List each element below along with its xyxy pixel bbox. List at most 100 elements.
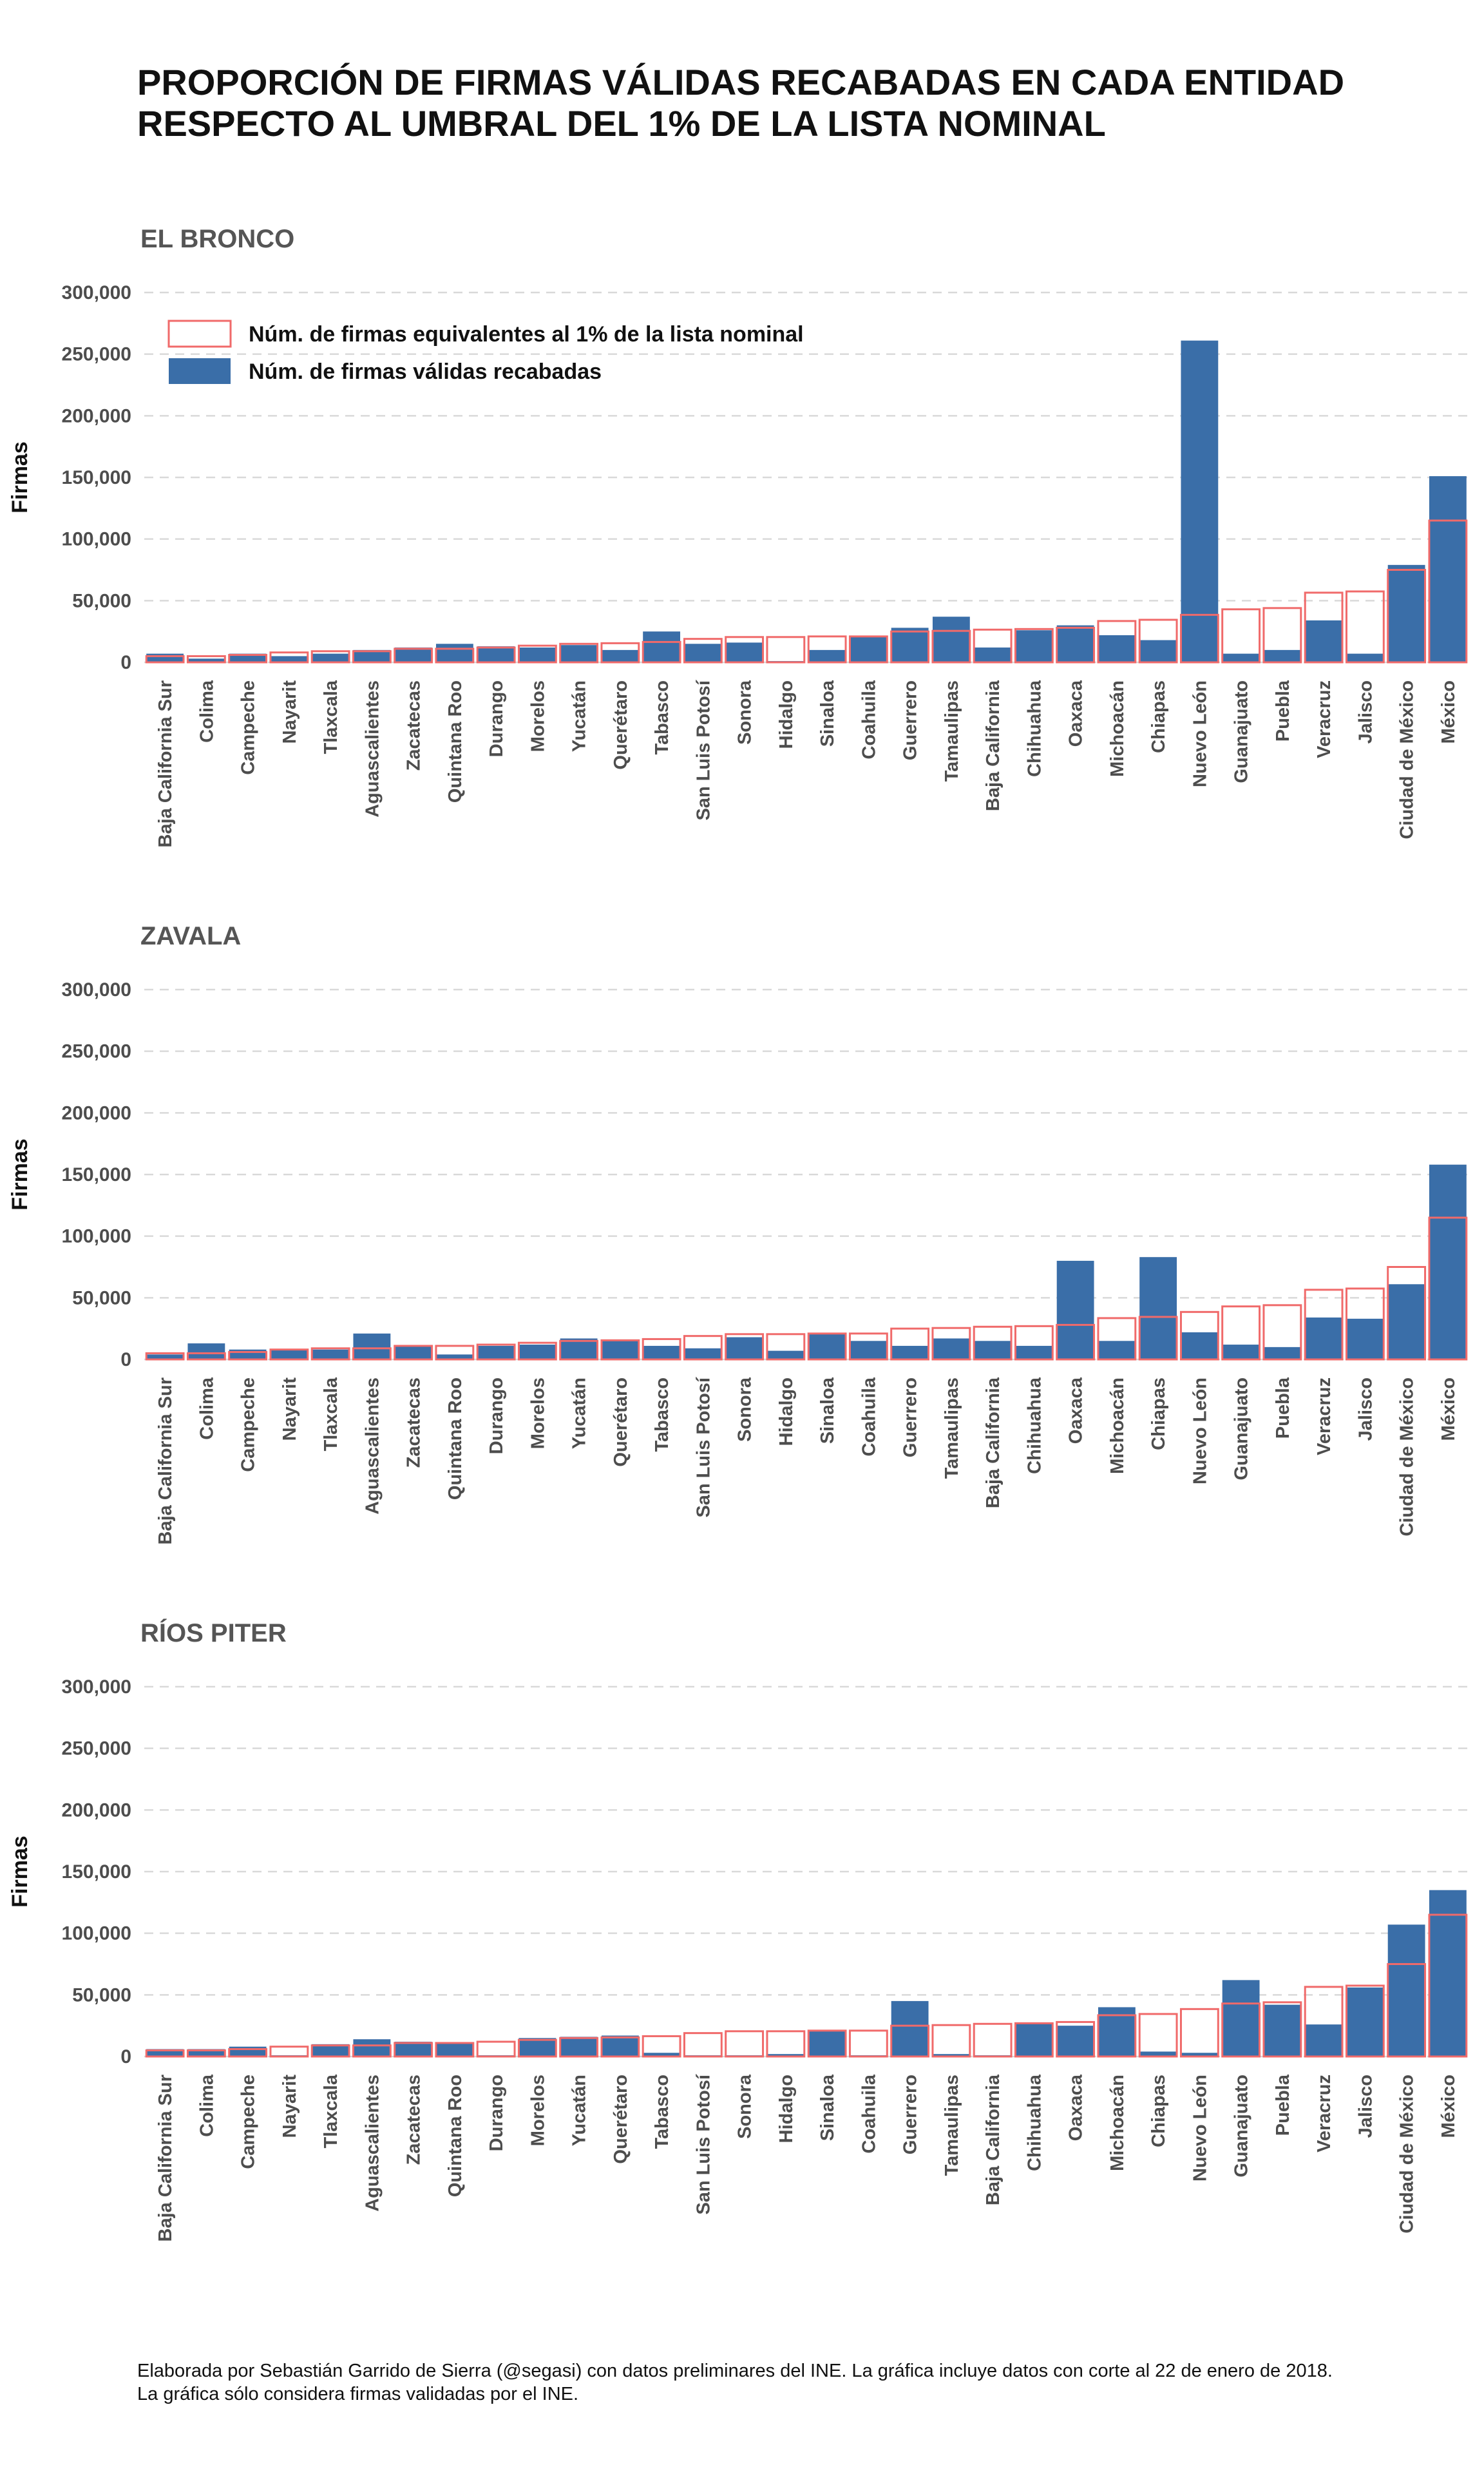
- x-tick-label: Ciudad de México: [1397, 680, 1418, 839]
- bar-threshold-outline: [1056, 626, 1096, 664]
- x-tick-label: Guerrero: [900, 680, 921, 760]
- bar-valid-signatures: [1222, 1980, 1260, 2057]
- bar-threshold-outline: [1304, 591, 1344, 664]
- bar-valid-signatures: [891, 1345, 929, 1359]
- bar-valid-signatures: [187, 658, 225, 662]
- bar-threshold-outline: [1097, 2014, 1137, 2058]
- x-tick-label: Sonora: [735, 2074, 756, 2139]
- bar-valid-signatures: [146, 1354, 184, 1359]
- x-tick-label: Zacatecas: [404, 1377, 424, 1468]
- x-tick-label: Nuevo León: [1190, 1377, 1210, 1484]
- bar-threshold-outline: [1179, 1310, 1219, 1361]
- bar-threshold-outline: [725, 636, 765, 664]
- bar-valid-signatures: [643, 631, 681, 662]
- bar-threshold-outline: [269, 1348, 309, 1361]
- x-tick-label: Oaxaca: [1066, 680, 1087, 747]
- bar-valid-signatures: [808, 649, 846, 662]
- bar-valid-signatures: [394, 1345, 432, 1359]
- x-tick-label: Michoacán: [1107, 680, 1128, 777]
- bar-valid-signatures: [312, 653, 350, 662]
- x-tick-label: Puebla: [1273, 680, 1293, 742]
- bar-valid-signatures: [1139, 640, 1177, 662]
- bar-threshold-outline: [931, 2024, 971, 2058]
- x-tick-label: Tlaxcala: [321, 1377, 341, 1451]
- bar-valid-signatures: [601, 1341, 639, 1359]
- x-tick-label: Guanajuato: [1232, 2075, 1252, 2178]
- bar-threshold-outline: [766, 636, 806, 664]
- bar-threshold-outline: [145, 655, 185, 664]
- bar-threshold-outline: [931, 629, 971, 664]
- bar-valid-signatures: [270, 656, 308, 662]
- bar-valid-signatures: [1263, 2004, 1301, 2057]
- bar-threshold-outline: [1179, 613, 1219, 664]
- bar-valid-signatures: [1056, 625, 1094, 662]
- bar-valid-signatures: [850, 636, 888, 662]
- panel-title: RÍOS PITER: [140, 1618, 287, 1647]
- x-tick-label: Tamaulipas: [942, 2075, 962, 2176]
- y-axis-title: Firmas: [8, 441, 32, 513]
- bar-valid-signatures: [601, 2035, 639, 2057]
- bar-valid-signatures: [1098, 635, 1136, 662]
- x-tick-label: Chiapas: [1148, 1377, 1169, 1450]
- bar-threshold-outline: [807, 1332, 847, 1361]
- x-tick-label: México: [1438, 680, 1459, 743]
- bar-threshold-outline: [1262, 2001, 1302, 2058]
- x-tick-label: Quintana Roo: [445, 2075, 466, 2197]
- bar-threshold-outline: [1221, 2002, 1261, 2058]
- x-tick-label: Chihuahua: [1024, 2074, 1045, 2171]
- bar-valid-signatures: [518, 2038, 556, 2057]
- bar-threshold-outline: [1387, 1266, 1427, 1361]
- bar-valid-signatures: [974, 1341, 1012, 1359]
- bar-valid-signatures: [353, 649, 391, 662]
- x-tick-label: Aguascalientes: [362, 680, 383, 818]
- y-tick-label: 150,000: [62, 1164, 131, 1185]
- bar-threshold-outline: [725, 1333, 765, 1361]
- bar-threshold-outline: [890, 630, 930, 664]
- bar-threshold-outline: [1014, 628, 1054, 664]
- bar-threshold-outline: [1014, 2022, 1054, 2058]
- bar-valid-signatures: [766, 2054, 804, 2057]
- x-tick-label: Nayarit: [280, 2075, 300, 2138]
- bar-valid-signatures: [312, 2044, 350, 2057]
- bar-threshold-outline: [435, 647, 475, 664]
- bar-threshold-outline: [973, 2022, 1013, 2058]
- bar-valid-signatures: [270, 1349, 308, 1359]
- bar-threshold-outline: [517, 644, 557, 664]
- x-tick-label: Aguascalientes: [362, 1377, 383, 1515]
- x-tick-label: Colima: [196, 680, 217, 743]
- x-tick-label: Durango: [486, 1377, 507, 1454]
- x-tick-label: Chiapas: [1148, 680, 1169, 753]
- bar-threshold-outline: [642, 640, 681, 664]
- bar-threshold-outline: [310, 1347, 350, 1361]
- bar-valid-signatures: [477, 646, 515, 662]
- bar-threshold-outline: [352, 650, 392, 664]
- bar-threshold-outline: [1056, 2020, 1096, 2058]
- bar-threshold-outline: [352, 1347, 392, 1361]
- bar-threshold-outline: [1304, 1986, 1344, 2058]
- x-tick-label: Oaxaca: [1066, 2074, 1087, 2141]
- x-tick-label: Sonora: [735, 1377, 756, 1442]
- x-tick-label: Michoacán: [1107, 1377, 1128, 1474]
- legend-swatch-valid: [169, 358, 231, 384]
- y-tick-label: 300,000: [62, 1676, 131, 1698]
- bar-valid-signatures: [1429, 1164, 1467, 1359]
- x-tick-label: Tlaxcala: [321, 2074, 341, 2148]
- chart-panel: ZAVALA Firmas 0 50,000 100,000 150,000 200,000…: [8, 922, 1469, 1544]
- bar-valid-signatures: [1387, 1924, 1425, 2057]
- bar-threshold-outline: [683, 2032, 723, 2058]
- x-tick-label: Sinaloa: [817, 1377, 838, 1444]
- x-tick-label: Querétaro: [611, 2075, 631, 2164]
- chart-panel: EL BRONCO Firmas 0 50,000 100,000 150,000 200,…: [8, 225, 1469, 847]
- bar-threshold-outline: [848, 635, 888, 664]
- x-tick-label: Morelos: [528, 680, 548, 752]
- bar-valid-signatures: [808, 1333, 846, 1359]
- bar-threshold-outline: [1221, 608, 1261, 664]
- x-tick-label: Sinaloa: [817, 680, 838, 747]
- bar-threshold-outline: [476, 1343, 516, 1361]
- bar-threshold-outline: [1428, 1913, 1468, 2058]
- bar-valid-signatures: [1098, 1341, 1136, 1359]
- x-tick-label: San Luis Potosí: [693, 680, 714, 820]
- bar-valid-signatures: [725, 1337, 763, 1359]
- bar-threshold-outline: [394, 1345, 433, 1361]
- bar-threshold-outline: [642, 2035, 681, 2058]
